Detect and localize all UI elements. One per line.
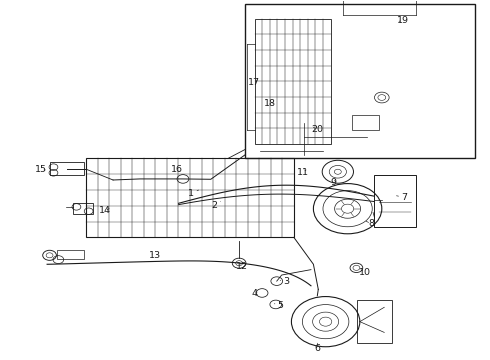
- Text: 2: 2: [212, 201, 220, 210]
- Bar: [57, 250, 84, 259]
- Text: 15: 15: [35, 166, 47, 175]
- Text: 18: 18: [264, 99, 276, 108]
- Text: 7: 7: [396, 193, 407, 202]
- Text: 20: 20: [311, 125, 323, 134]
- Text: 6: 6: [314, 343, 320, 353]
- Text: 4: 4: [251, 289, 257, 298]
- Text: 8: 8: [366, 219, 374, 228]
- Bar: [357, 300, 392, 343]
- Text: 3: 3: [280, 277, 290, 286]
- Text: 10: 10: [359, 268, 371, 277]
- Text: 19: 19: [397, 15, 409, 24]
- Bar: [352, 116, 379, 130]
- Bar: [49, 162, 84, 175]
- Bar: [86, 158, 294, 237]
- Bar: [255, 19, 331, 144]
- Bar: [374, 175, 416, 226]
- Text: 14: 14: [99, 206, 111, 215]
- Text: 5: 5: [274, 301, 284, 310]
- Bar: [245, 4, 475, 158]
- Text: 11: 11: [296, 168, 309, 177]
- Text: 1: 1: [188, 189, 198, 198]
- Text: 16: 16: [171, 165, 183, 174]
- Text: 9: 9: [330, 178, 336, 187]
- Text: 13: 13: [148, 251, 161, 260]
- Text: 17: 17: [248, 78, 260, 87]
- Text: 12: 12: [236, 262, 247, 271]
- Bar: [73, 203, 93, 214]
